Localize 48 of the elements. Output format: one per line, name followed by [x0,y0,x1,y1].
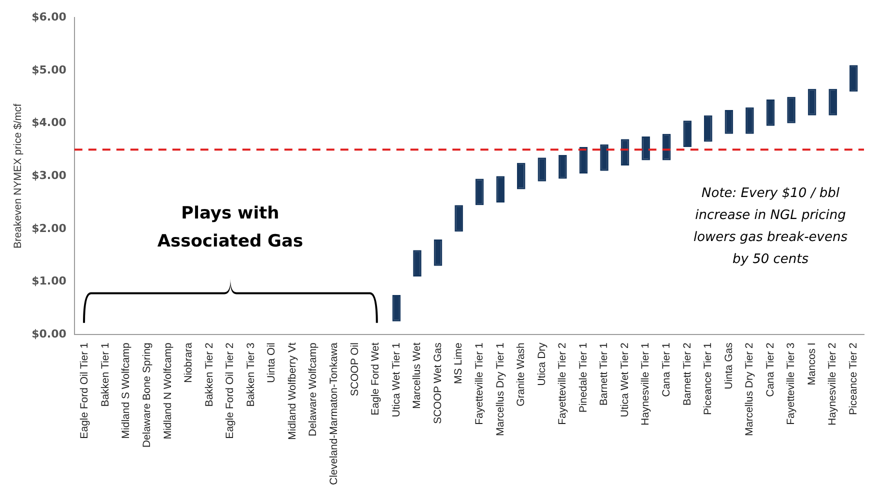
x-tick-label: Bakken Tier 3 [244,342,257,407]
x-tick-label: Pinedale Tier 1 [577,342,590,413]
x-tick-label: Bakken Tier 1 [99,342,112,407]
x-tick-label: Cana Tier 1 [660,342,672,397]
x-tick-label: Barnett Tier 1 [598,342,610,406]
x-tick-label: Eagle Ford Oil Tier 1 [78,342,91,439]
x-tick-label: Utica Wet Tier 2 [618,342,631,418]
x-tick-label: Haynesville Tier 2 [826,342,839,426]
x-tick-label: Uinta Oil [266,342,278,383]
x-tick-label: Marcellus Wet [411,342,424,409]
x-tick-label: Delaware Bone Spring [141,342,154,448]
y-tick-label: $3.00 [32,168,67,182]
x-tick-label: Fayetteville Tier 2 [556,342,569,425]
x-tick-label: Granite Wash [515,342,528,406]
x-tick-label: Utica Wet Tier 1 [390,342,402,418]
y-tick-label: $1.00 [32,274,67,288]
y-tick-label: $5.00 [32,63,67,76]
x-tick-label: Cleveland-Marmaton-Tonkawa [328,342,340,486]
y-tick-label: $0.00 [32,327,67,340]
x-tick-label: Uinta Gas [722,342,735,390]
x-tick-label: Midland S Wolfcamp [120,342,132,439]
x-tick-label: Cana Tier 2 [764,342,776,397]
y-tick-label: $2.00 [32,222,67,235]
annotation: Note: Every $10 / bbl increase in NGL pricing lowers gas break-evens by 50 cents [693,186,848,268]
x-tick-label: Piceance Tier 1 [702,342,714,415]
x-tick-label: Barnett Tier 2 [681,342,694,406]
x-tick-label: MS Lime [452,342,465,384]
x-tick-label: Fayetteville Tier 3 [785,342,798,425]
x-tick-label: SCOOP Wet Gas [432,342,444,424]
x-tick-label: Haynesville Tier 1 [640,342,652,426]
x-tick-label: Marcellus Dry Tier 1 [494,342,506,436]
x-tick-label: Midland Wolfberry Vt [286,342,298,440]
x-tick-label: Piceance Tier 2 [848,342,860,415]
x-tick-label: SCOOP Oil [348,342,361,396]
y-tick-label: $4.00 [32,116,67,130]
x-tick-label: Eagle Ford Oil Tier 2 [224,342,236,439]
y-axis-title: Breakeven NYMEX price $/mcf [12,104,24,248]
x-tick-label: Niobrara [182,342,195,383]
x-tick-label: Delaware Wolfcamp [307,342,320,436]
x-tick-label: Midland N Wolfcamp [162,342,174,440]
x-tick-label: Mancos I [806,342,818,386]
x-tick-label: Utica Dry [536,342,548,386]
x-tick-label: Fayetteville Tier 1 [473,342,486,425]
y-tick-label: $6.00 [32,10,67,24]
annotation: Plays with Associated Gas [157,203,304,252]
x-tick-label: Bakken Tier 2 [203,342,216,407]
x-tick-label: Marcellus Dry Tier 2 [744,342,756,436]
x-tick-label: Eagle Ford Wet [370,342,382,416]
